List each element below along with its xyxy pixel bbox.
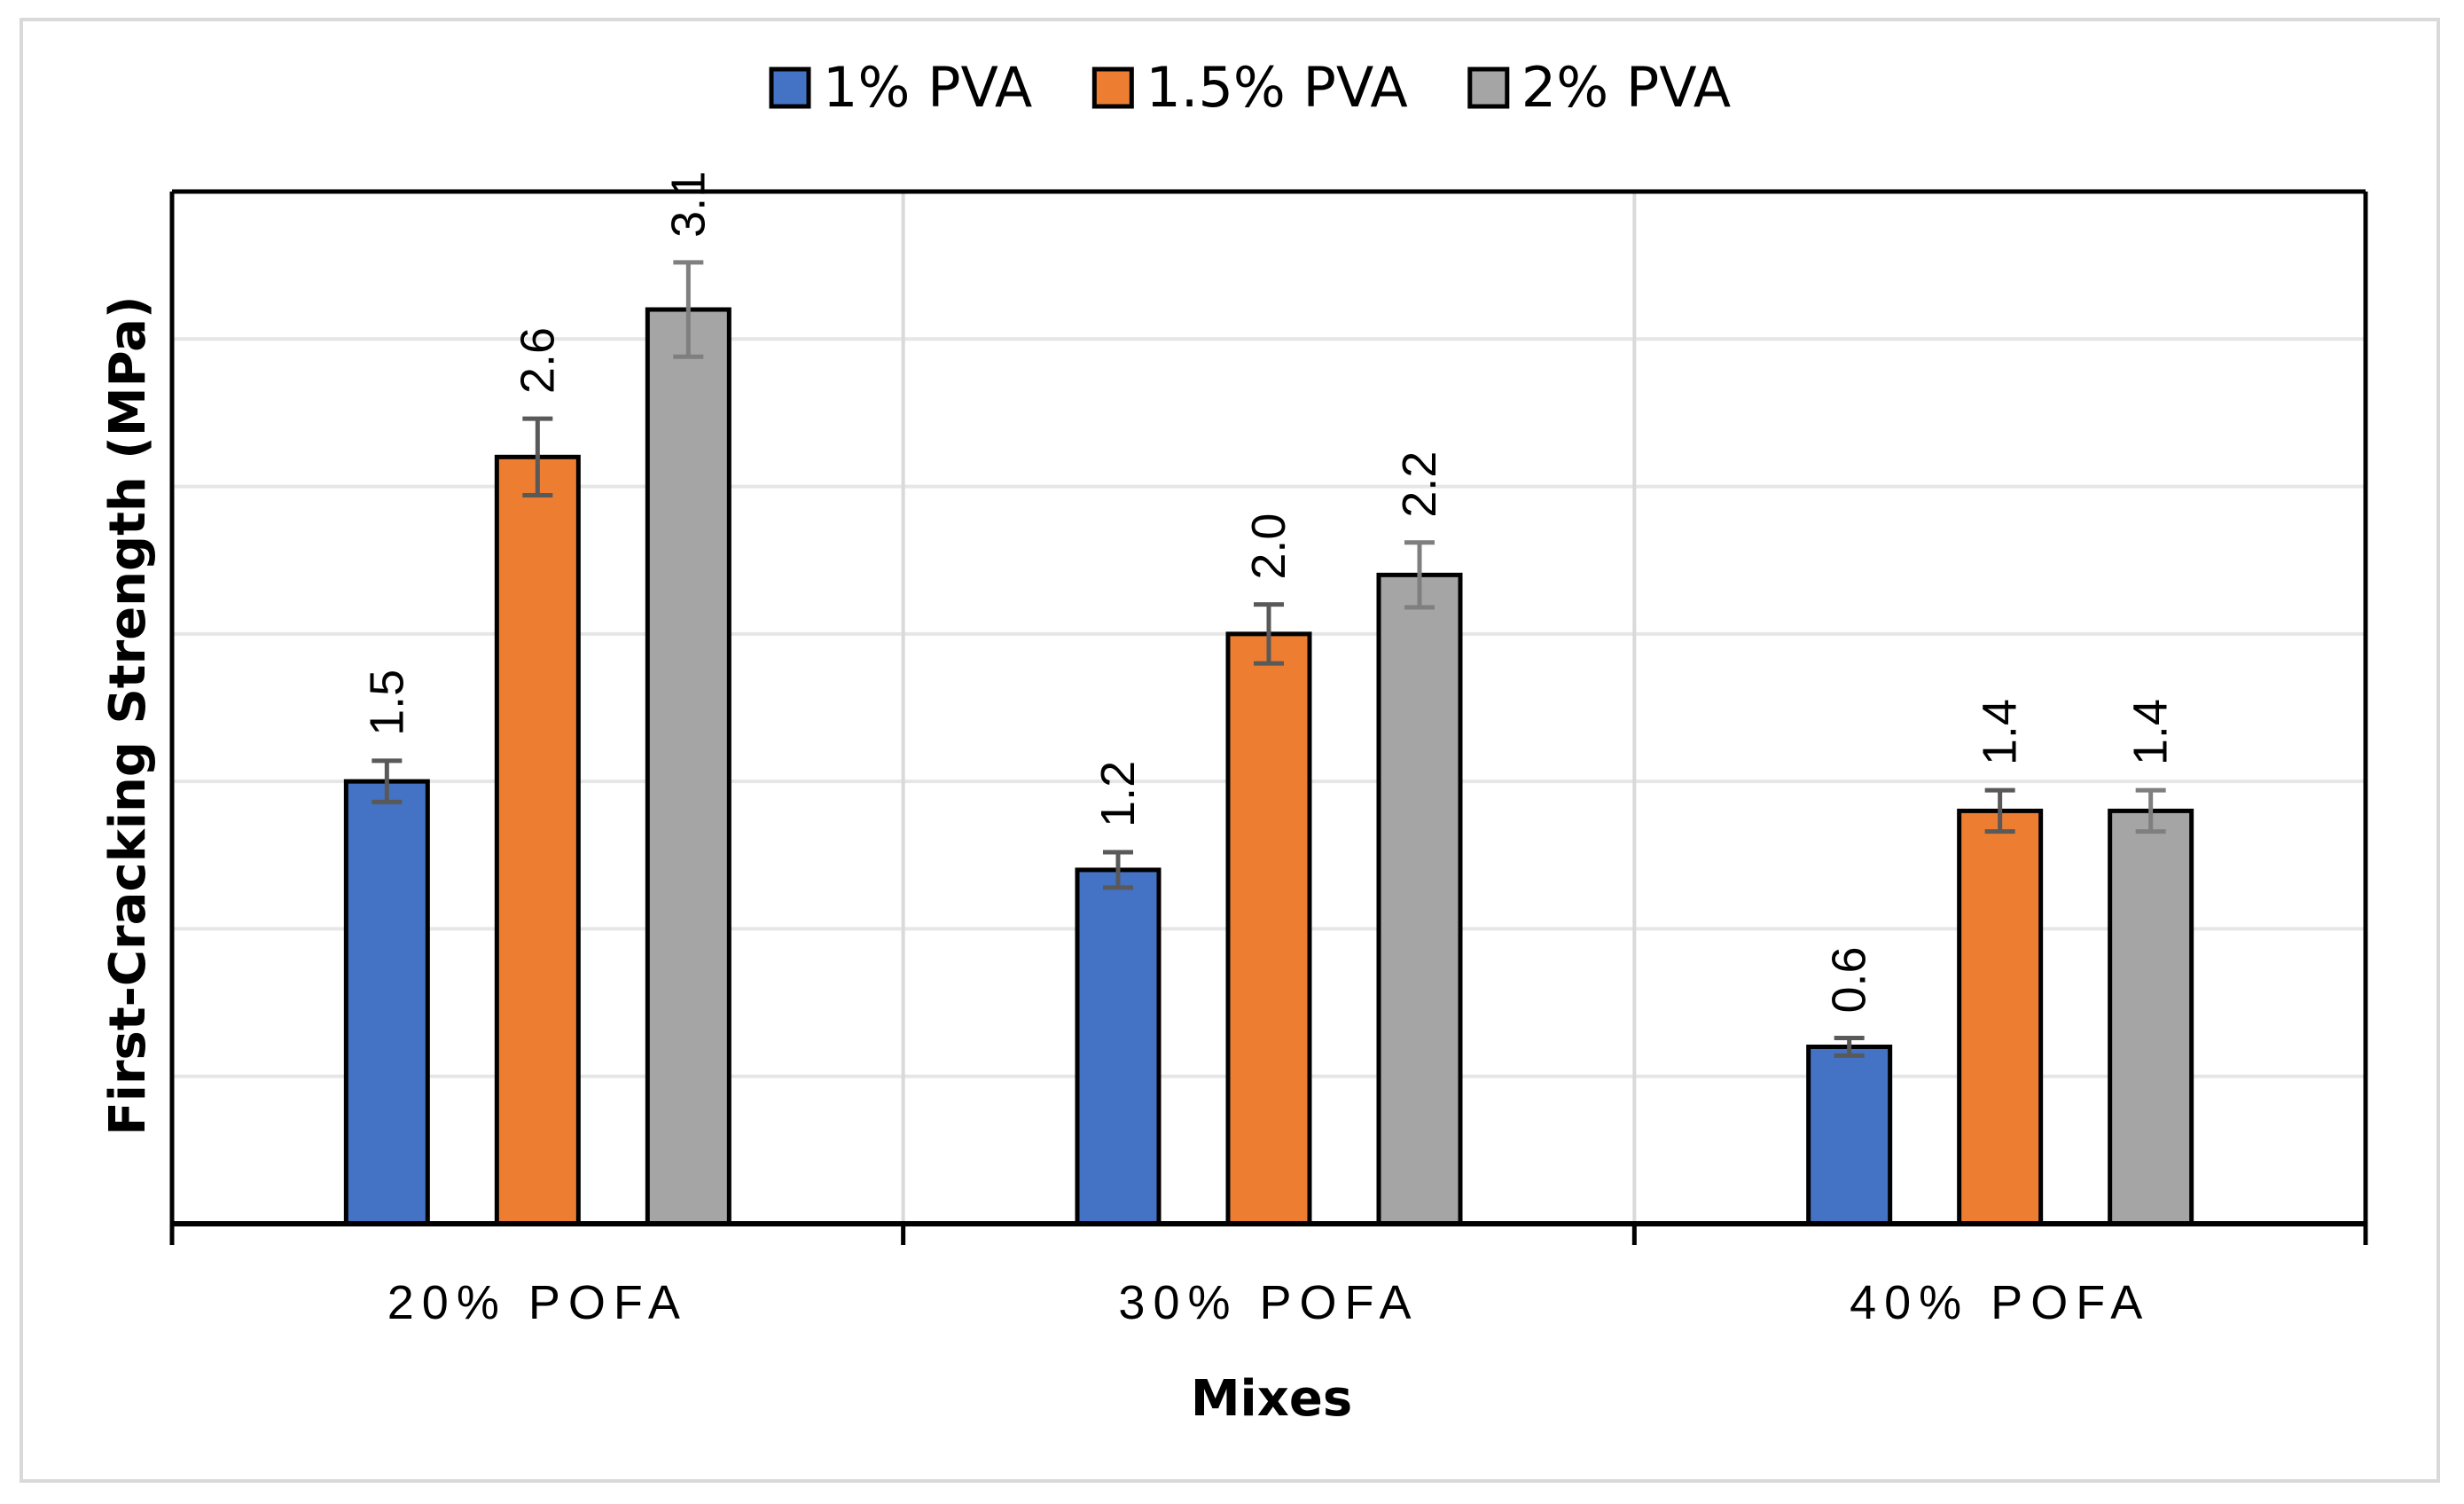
data-label: 1.4	[2124, 699, 2178, 765]
x-axis-title: Mixes	[1191, 1370, 1352, 1428]
legend-swatch	[769, 67, 811, 109]
bar	[1225, 631, 1312, 1226]
bars	[343, 260, 2194, 1226]
legend-label: 1.5% PVA	[1146, 55, 1407, 120]
data-label: 1.4	[1974, 699, 2027, 765]
x-tick-label: 30% POFA	[1118, 1276, 1419, 1329]
x-tick-label: 40% POFA	[1850, 1276, 2150, 1329]
legend-swatch	[1467, 67, 1510, 109]
legend-label: 1% PVA	[823, 55, 1032, 120]
legend-swatch	[1091, 67, 1134, 109]
x-tick-label: 20% POFA	[387, 1276, 688, 1329]
bar	[645, 307, 731, 1226]
data-label: 1.5	[360, 670, 413, 736]
data-label: 1.2	[1091, 761, 1145, 827]
legend-label: 2% PVA	[1521, 55, 1731, 120]
bar	[1376, 572, 1463, 1226]
bar	[2108, 808, 2194, 1226]
y-axis-title: First-Cracking Strength (MPa)	[99, 295, 157, 1135]
data-label: 0.6	[1823, 946, 1876, 1013]
legend: 1% PVA 1.5% PVA 2% PVA	[769, 55, 1731, 120]
bar	[1075, 867, 1162, 1226]
data-label: 2.0	[1242, 513, 1295, 580]
data-label: 3.1	[661, 171, 715, 238]
data-labels: 1.5 1.2 0.6 2.6 2.0 1.4 3.1 2.2 1.4	[360, 171, 2177, 1014]
data-label: 2.6	[511, 327, 564, 394]
bar	[1806, 1044, 1893, 1226]
bar	[494, 454, 581, 1226]
data-label: 2.2	[1393, 451, 1446, 518]
axes: 20% POFA 30% POFA 40% POFA	[169, 189, 2368, 1329]
chart-frame	[20, 18, 2440, 1483]
bar	[1957, 808, 2044, 1226]
bar	[343, 779, 430, 1226]
